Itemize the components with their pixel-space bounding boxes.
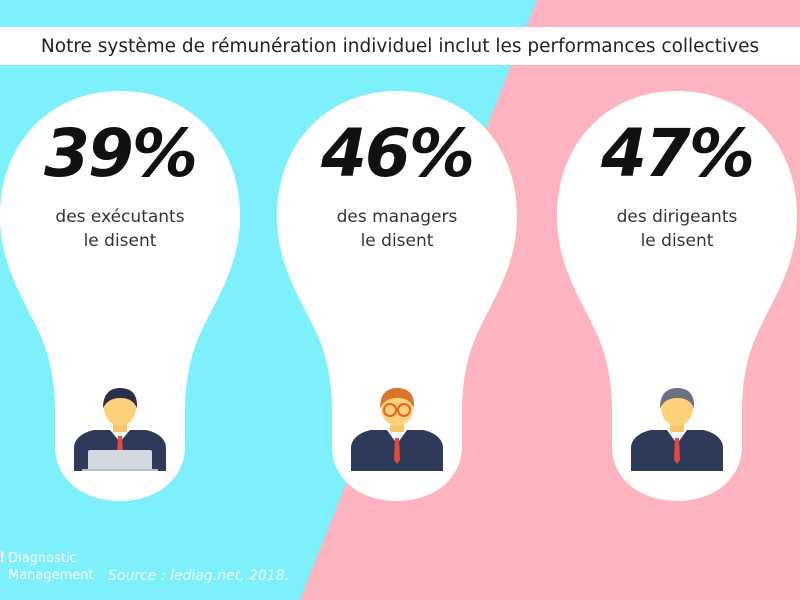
stat-caption: des dirigeants le disent	[552, 205, 800, 253]
stat-caption: des managers le disent	[272, 205, 522, 253]
bulb-shape	[557, 91, 797, 501]
stat-value: 39%	[44, 115, 198, 192]
source-credit: Source : lediag.net, 2018.	[108, 568, 290, 584]
brand-mark-icon: !	[0, 550, 5, 567]
stat-caption: des exécutants le disent	[0, 205, 245, 253]
stat-caption-line1: des managers	[336, 207, 458, 227]
stat-caption-line1: des dirigeants	[616, 207, 738, 227]
employee-laptop-icon	[74, 388, 166, 471]
stat-caption-line2: le disent	[640, 231, 714, 251]
title-bar: Notre système de rémunération individuel…	[0, 27, 800, 65]
bulb-shape	[277, 91, 517, 501]
stat-card-dirigeants: 47% des dirigeants le disent	[552, 91, 800, 501]
executive-icon	[631, 388, 723, 471]
manager-glasses-icon	[351, 388, 443, 471]
bulb-shape	[0, 91, 240, 501]
stat-card-managers: 46% des managers le disent	[272, 91, 522, 501]
stat-card-executants: 39% des exécutants le disent	[0, 91, 245, 501]
stat-value: 46%	[321, 115, 475, 192]
stat-caption-line1: des exécutants	[55, 207, 185, 227]
stat-caption-line2: le disent	[83, 231, 157, 251]
brand-line2: Management	[8, 568, 94, 583]
brand-text: Diagnostic Management	[8, 550, 94, 584]
stat-value: 47%	[601, 115, 755, 192]
page-title: Notre système de rémunération individuel…	[40, 35, 760, 57]
brand-line1: Diagnostic	[8, 551, 77, 566]
stat-caption-line2: le disent	[360, 231, 434, 251]
